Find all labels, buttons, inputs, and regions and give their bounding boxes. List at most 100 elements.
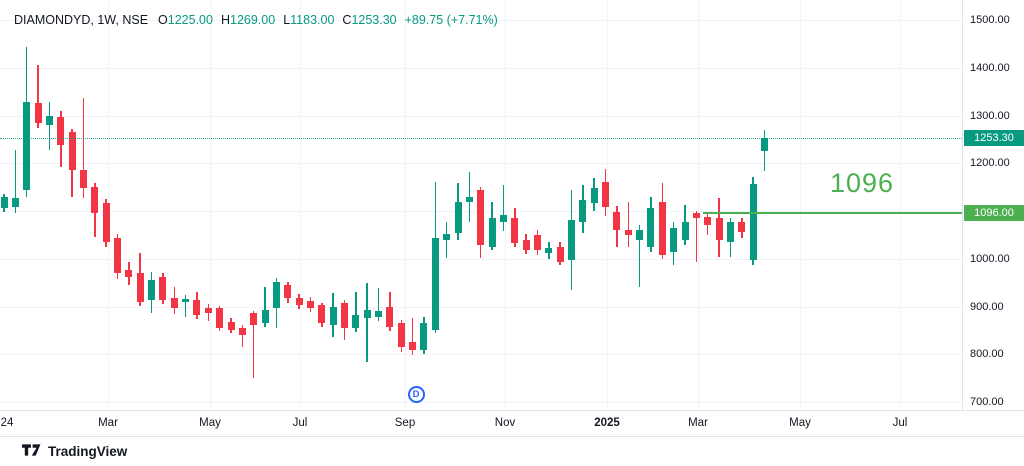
price-change: +89.75 (+7.71%) bbox=[404, 13, 498, 27]
gridline-vertical bbox=[210, 0, 211, 410]
candle-wick bbox=[14, 149, 17, 214]
symbol-header[interactable]: DIAMONDYD, 1W, NSE O1225.00 H1269.00 L1183.… bbox=[14, 13, 506, 27]
price-axis-label: 1200.00 bbox=[970, 157, 1010, 170]
candle bbox=[647, 208, 655, 247]
price-axis[interactable]: 1253.30 1096.00 1500.00 1400.00 1300.00 120… bbox=[962, 0, 1024, 410]
price-axis-label: 1400.00 bbox=[970, 61, 1010, 74]
candle bbox=[658, 201, 666, 255]
ohlc-item: H1269.00 bbox=[220, 13, 276, 27]
candle bbox=[68, 132, 76, 170]
candle bbox=[23, 102, 31, 190]
candle bbox=[397, 323, 405, 348]
candle bbox=[45, 115, 53, 126]
gridline-horizontal bbox=[0, 354, 962, 356]
candle-wick bbox=[252, 310, 255, 379]
price-axis-label: 1000.00 bbox=[970, 252, 1010, 265]
candle bbox=[545, 248, 553, 253]
candle-wick bbox=[366, 283, 368, 362]
price-axis-label: 800.00 bbox=[970, 348, 1004, 361]
price-axis-label: 900.00 bbox=[970, 300, 1004, 313]
candle bbox=[533, 234, 541, 251]
candle-wick bbox=[241, 324, 244, 348]
candle bbox=[114, 237, 121, 274]
gridline-horizontal bbox=[0, 115, 962, 117]
candle bbox=[749, 183, 757, 261]
candle bbox=[136, 273, 144, 303]
chart-pane[interactable]: 1096 D DIAMONDYD, 1W, NSE O1225.00 H1269.0… bbox=[0, 0, 962, 410]
candle bbox=[91, 187, 99, 213]
candle-wick bbox=[502, 184, 505, 231]
candle bbox=[204, 308, 212, 314]
candle bbox=[341, 303, 348, 328]
price-axis-label: 1500.00 bbox=[970, 14, 1010, 26]
candle-wick bbox=[377, 287, 380, 322]
candle bbox=[681, 221, 689, 241]
candle bbox=[443, 233, 451, 241]
time-axis[interactable]: 24 Mar May Jul Sep Nov 2025 Mar May Jul bbox=[0, 410, 1024, 436]
candle bbox=[318, 305, 326, 324]
alert-price-label[interactable]: 1096 bbox=[830, 168, 895, 198]
candle bbox=[57, 116, 65, 146]
candle bbox=[193, 300, 201, 316]
price-axis-label: 700.00 bbox=[970, 396, 1004, 408]
candle bbox=[488, 218, 496, 247]
candle bbox=[148, 280, 156, 301]
tradingview-chart-widget: 1096 D DIAMONDYD, 1W, NSE O1225.00 H1269.0… bbox=[0, 0, 1024, 437]
candle bbox=[159, 276, 167, 301]
gridline-vertical bbox=[505, 0, 506, 410]
candle bbox=[216, 308, 224, 328]
candle bbox=[306, 301, 314, 309]
candle bbox=[465, 196, 473, 202]
candle bbox=[409, 342, 417, 351]
ohlc-values: O1225.00 H1269.00 L1183.00 C1253.30 bbox=[158, 13, 405, 27]
candle-wick bbox=[82, 97, 85, 199]
candle bbox=[420, 323, 428, 351]
candle bbox=[726, 221, 734, 243]
candle bbox=[624, 230, 632, 235]
time-axis-label: Nov bbox=[494, 417, 516, 429]
alert-price-line[interactable] bbox=[703, 211, 962, 214]
candle bbox=[102, 202, 110, 243]
last-price-line bbox=[0, 137, 962, 139]
price-axis-label: 1300.00 bbox=[970, 109, 1010, 122]
gridline-vertical bbox=[800, 0, 801, 410]
gridline-vertical bbox=[698, 0, 699, 410]
time-axis-label: Jul bbox=[292, 417, 308, 429]
candle bbox=[738, 221, 746, 232]
time-axis-label: Jul bbox=[892, 417, 908, 429]
ohlc-item: L1183.00 bbox=[283, 13, 335, 27]
gridline-vertical bbox=[405, 0, 406, 410]
candle bbox=[34, 103, 42, 123]
candle bbox=[329, 306, 337, 326]
candle bbox=[431, 238, 439, 330]
attribution-brand[interactable]: TradingView bbox=[48, 444, 128, 459]
ohlc-item: C1253.30 bbox=[342, 13, 397, 27]
candle bbox=[511, 218, 519, 244]
candle-wick bbox=[184, 295, 187, 317]
candle bbox=[352, 315, 360, 328]
candle bbox=[182, 298, 190, 302]
symbol-title[interactable]: DIAMONDYD, 1W, NSE bbox=[14, 13, 149, 27]
candle bbox=[454, 201, 462, 233]
candle-wick bbox=[264, 286, 266, 328]
candle bbox=[760, 137, 768, 152]
candle bbox=[125, 270, 133, 278]
candle bbox=[704, 217, 712, 225]
candle bbox=[579, 200, 587, 222]
candle bbox=[602, 181, 610, 208]
gridline-horizontal bbox=[0, 163, 962, 165]
gridline-horizontal bbox=[0, 306, 962, 308]
candle bbox=[0, 197, 8, 209]
gridline-horizontal bbox=[0, 20, 962, 21]
candle bbox=[499, 214, 507, 222]
candle bbox=[363, 310, 371, 319]
alert-price-badge: 1096.00 bbox=[964, 204, 1024, 221]
tradingview-logo-icon[interactable] bbox=[22, 443, 41, 461]
candle bbox=[375, 311, 383, 318]
gridline-horizontal bbox=[0, 402, 962, 403]
time-axis-label: May bbox=[789, 417, 811, 429]
time-axis-label: Mar bbox=[688, 417, 708, 429]
candle bbox=[522, 240, 530, 251]
candle bbox=[556, 246, 564, 263]
dividend-marker[interactable]: D bbox=[407, 385, 425, 403]
